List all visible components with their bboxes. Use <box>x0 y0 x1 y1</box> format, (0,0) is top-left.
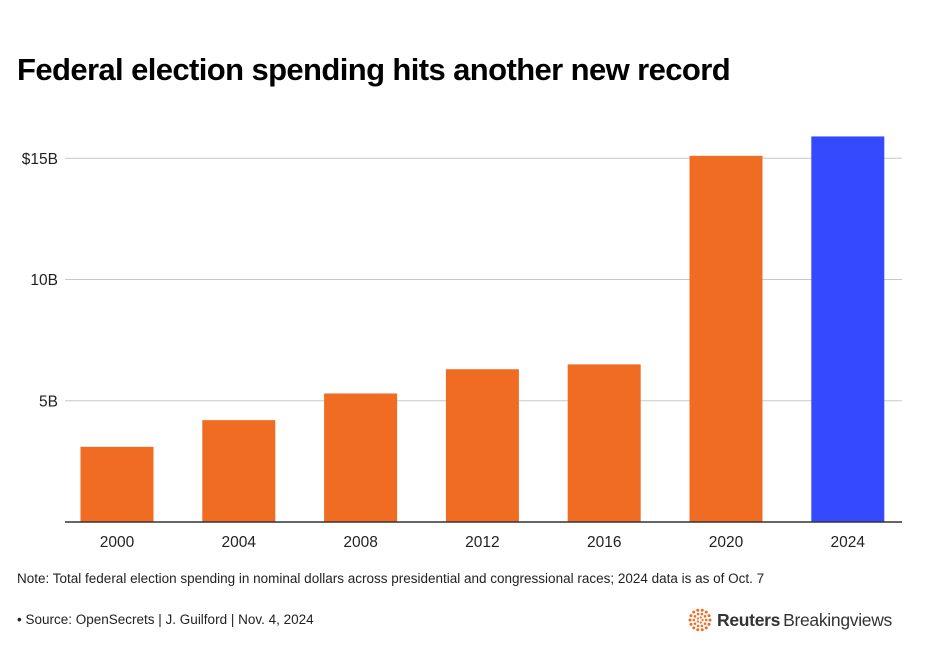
chart-note: Note: Total federal election spending in… <box>17 571 765 586</box>
logo-dot <box>689 622 693 626</box>
logo-dot <box>700 612 704 616</box>
logo-dot <box>693 622 697 625</box>
bar-2000 <box>80 446 154 522</box>
y-tick-label: $15B <box>22 151 58 168</box>
logo-dot <box>692 610 696 614</box>
logo-dot <box>700 628 704 632</box>
bar-2008 <box>324 393 398 522</box>
bar-2024 <box>811 136 885 523</box>
logo-dot <box>704 618 708 622</box>
logo-dot <box>701 618 704 622</box>
chart-title: Federal election spending hits another n… <box>17 52 731 87</box>
bar-2016 <box>567 364 641 522</box>
logo-dot <box>696 624 700 628</box>
logo-dot <box>688 618 692 622</box>
logo-dot <box>703 615 707 618</box>
logo-dot <box>696 620 699 623</box>
logo-dot <box>707 622 711 626</box>
logo-dot <box>704 626 708 630</box>
logo-dot <box>692 618 696 622</box>
logo-dot <box>696 617 699 620</box>
logo-dot <box>696 628 700 632</box>
bar-2020 <box>689 155 763 522</box>
bars <box>80 136 885 523</box>
logo-dot <box>699 616 702 619</box>
logo-dot <box>700 624 704 628</box>
reuters-dot-logo-icon <box>688 608 712 632</box>
logo-dot <box>707 614 711 618</box>
x-tick-label-2020: 2020 <box>709 534 744 551</box>
brand-product: Breakingviews <box>783 609 893 630</box>
logo-dot <box>704 610 708 614</box>
logo-dot <box>703 622 707 625</box>
brand-name: Reuters <box>717 609 781 630</box>
bar-2012 <box>445 369 519 522</box>
x-tick-label-2004: 2004 <box>222 534 257 551</box>
x-tick-label-2000: 2000 <box>100 534 135 551</box>
logo-dot <box>699 621 702 624</box>
source-credit: • Source: OpenSecrets | J. Guilford | No… <box>17 612 314 627</box>
logo-dot <box>700 608 704 612</box>
logo-dot <box>693 615 697 618</box>
x-tick-label-2012: 2012 <box>465 534 499 551</box>
brand-logo: Reuters Breakingviews <box>688 608 892 632</box>
x-tick-label-2008: 2008 <box>343 534 377 551</box>
logo-dot <box>708 618 712 622</box>
bar-chart: 5B 10B $15B 2000 2004 2008 2012 2016 2020 2024 <box>22 136 902 551</box>
logo-dot <box>696 608 700 612</box>
x-tick-label-2024: 2024 <box>831 534 866 551</box>
y-tick-label: 5B <box>39 393 58 410</box>
bar-2004 <box>202 420 276 522</box>
gridlines <box>65 157 902 402</box>
logo-dot <box>689 614 693 618</box>
logo-dot <box>696 612 700 616</box>
y-tick-label: 10B <box>30 272 58 289</box>
x-tick-label-2016: 2016 <box>587 534 621 551</box>
logo-dot <box>692 626 696 630</box>
axis-labels: 5B 10B $15B 2000 2004 2008 2012 2016 2020 2024 <box>22 151 866 551</box>
